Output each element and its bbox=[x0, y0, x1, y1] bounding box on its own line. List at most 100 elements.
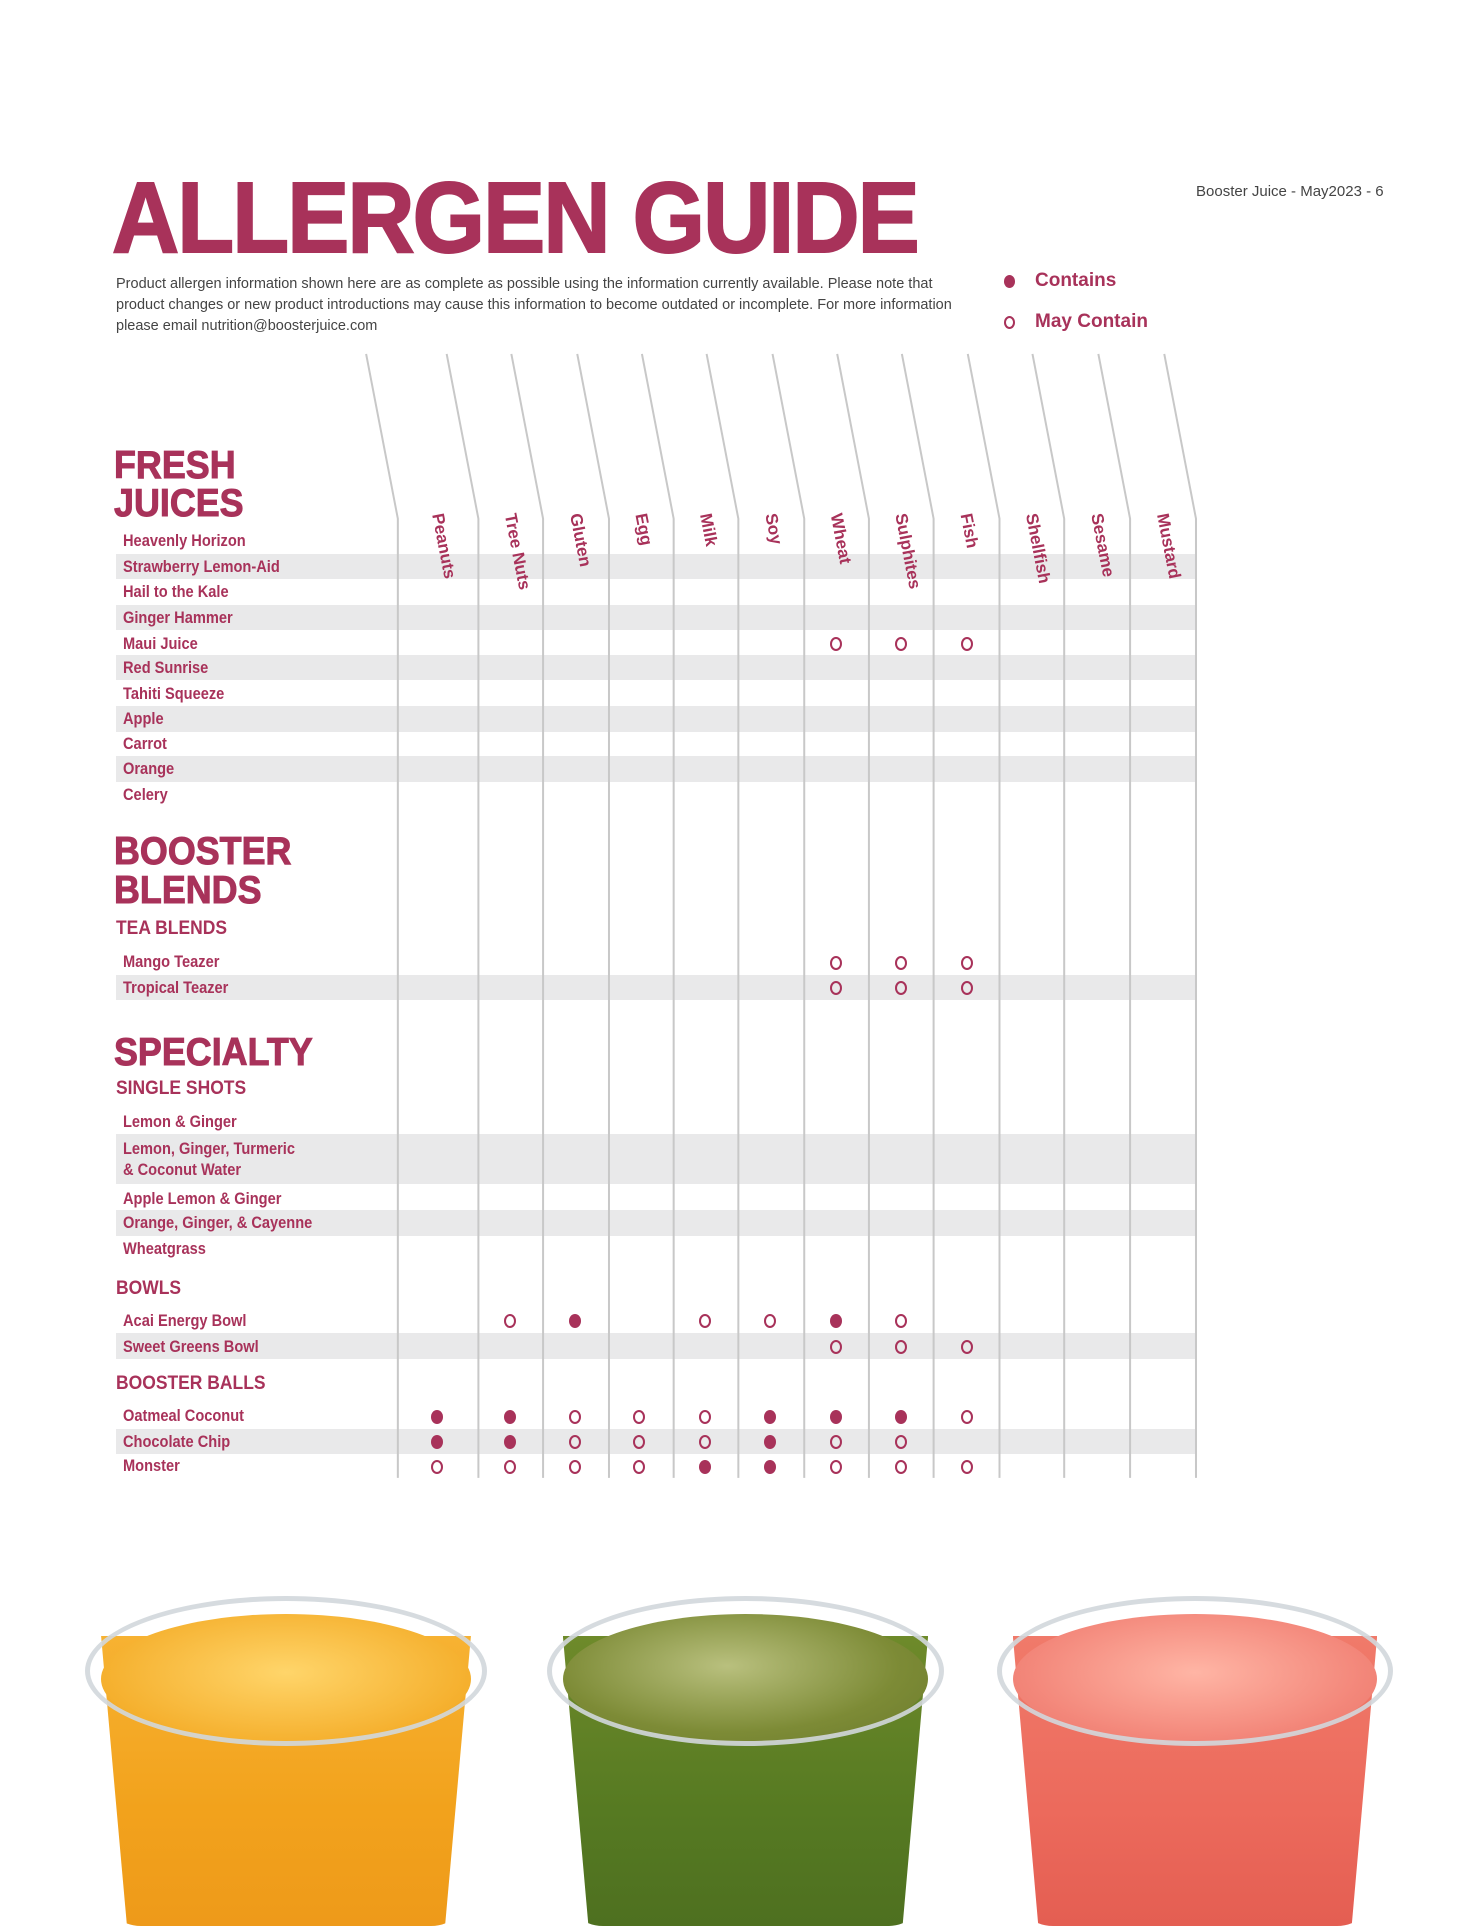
column-divider bbox=[836, 353, 870, 1478]
product-name-line: Celery bbox=[123, 784, 168, 804]
may-contain-dot-icon bbox=[894, 981, 907, 996]
allergen-header: Milk bbox=[696, 512, 721, 549]
filled-dot-icon bbox=[1004, 274, 1015, 288]
contains-dot-icon bbox=[504, 1435, 517, 1450]
may-contain-dot-icon bbox=[960, 981, 973, 996]
product-name-line: Apple bbox=[123, 709, 164, 729]
may-contain-dot-icon bbox=[699, 1314, 712, 1329]
column-divider bbox=[1031, 353, 1066, 1478]
may-contain-dot-icon bbox=[568, 1435, 581, 1450]
allergen-header: Soy bbox=[761, 512, 786, 547]
product-name-line: & Coconut Water bbox=[123, 1160, 242, 1180]
product-name-line: Tahiti Squeeze bbox=[123, 683, 225, 703]
green-smoothie-photo bbox=[547, 1596, 944, 1926]
product-name: Orange bbox=[123, 758, 174, 779]
may-contain-dot-icon bbox=[894, 1314, 907, 1329]
contains-dot-icon bbox=[764, 1409, 777, 1424]
product-name: Oatmeal Coconut bbox=[123, 1405, 244, 1426]
page-reference: Booster Juice - May2023 - 6 bbox=[1196, 183, 1384, 200]
subsection-heading: SINGLE SHOTS bbox=[116, 1077, 247, 1099]
may-contain-dot-icon bbox=[829, 981, 842, 996]
contains-dot-icon bbox=[829, 1409, 842, 1424]
row-shade bbox=[116, 1428, 1196, 1455]
legend-may-contain: May Contain bbox=[1004, 311, 1148, 333]
product-name-line: Acai Energy Bowl bbox=[123, 1310, 247, 1330]
may-contain-dot-icon bbox=[568, 1459, 581, 1474]
may-contain-dot-icon bbox=[633, 1435, 646, 1450]
column-divider bbox=[1163, 353, 1197, 1478]
subsection-heading: TEA BLENDS bbox=[116, 917, 228, 939]
product-name-line: Apple Lemon & Ginger bbox=[123, 1188, 282, 1208]
may-contain-dot-icon bbox=[504, 1459, 517, 1474]
allergen-header: Sesame bbox=[1087, 512, 1118, 579]
may-contain-dot-icon bbox=[960, 955, 973, 970]
subsection-heading: BOOSTER BALLS bbox=[116, 1373, 266, 1395]
row-shade bbox=[116, 974, 1196, 1001]
may-contain-dot-icon bbox=[960, 1459, 973, 1474]
may-contain-dot-icon bbox=[960, 637, 973, 652]
product-name: Tahiti Squeeze bbox=[123, 683, 224, 704]
may-contain-dot-icon bbox=[568, 1409, 581, 1424]
product-name: Carrot bbox=[123, 733, 167, 754]
may-contain-dot-icon bbox=[829, 1340, 842, 1355]
contains-dot-icon bbox=[430, 1409, 443, 1424]
may-contain-dot-icon bbox=[829, 1435, 842, 1450]
product-name-line: Carrot bbox=[123, 733, 167, 753]
may-contain-dot-icon bbox=[633, 1409, 646, 1424]
section-heading: SPECIALTY bbox=[114, 1031, 314, 1075]
legend-contains-label: Contains bbox=[1035, 270, 1117, 291]
product-name: Maui Juice bbox=[123, 633, 198, 654]
contains-dot-icon bbox=[430, 1435, 443, 1450]
subsection-heading: BOWLS bbox=[116, 1277, 182, 1299]
product-name-line: Maui Juice bbox=[123, 633, 198, 653]
product-name-line: Strawberry Lemon-Aid bbox=[123, 556, 280, 576]
allergen-header: Tree Nuts bbox=[501, 512, 534, 592]
product-name-line: Oatmeal Coconut bbox=[123, 1406, 245, 1426]
product-name-line: Lemon & Ginger bbox=[123, 1112, 237, 1132]
row-shade bbox=[116, 1134, 1196, 1185]
product-name-line: Orange bbox=[123, 759, 175, 779]
row-shade bbox=[116, 756, 1196, 782]
row-shade bbox=[116, 604, 1196, 631]
table-grid: Peanuts Tree Nuts Gluten Egg Milk Soy Wheat Sul… bbox=[365, 353, 1197, 1478]
product-name-line: Chocolate Chip bbox=[123, 1431, 231, 1451]
hollow-dot-icon bbox=[1004, 315, 1015, 329]
allergen-header: Fish bbox=[957, 512, 982, 550]
product-name: Orange, Ginger, & Cayenne bbox=[123, 1212, 312, 1233]
allergen-header: Shellfish bbox=[1022, 512, 1054, 585]
product-name: Apple Lemon & Ginger bbox=[123, 1188, 281, 1209]
product-name: Red Sunrise bbox=[123, 657, 208, 678]
product-name-line: Heavenly Horizon bbox=[123, 531, 246, 551]
product-name-line: Monster bbox=[123, 1456, 180, 1476]
product-name: Wheatgrass bbox=[123, 1238, 206, 1259]
product-name: Heavenly Horizon bbox=[123, 530, 246, 551]
may-contain-dot-icon bbox=[894, 1459, 907, 1474]
product-name-line: Red Sunrise bbox=[123, 658, 209, 678]
product-name-line: Orange, Ginger, & Cayenne bbox=[123, 1213, 313, 1233]
contains-dot-icon bbox=[504, 1409, 517, 1424]
contains-dot-icon bbox=[829, 1314, 842, 1329]
may-contain-dot-icon bbox=[699, 1435, 712, 1450]
column-divider bbox=[640, 353, 675, 1478]
orange-smoothie-photo bbox=[85, 1596, 487, 1926]
product-name-line: Ginger Hammer bbox=[123, 608, 233, 628]
allergen-header: Egg bbox=[631, 512, 656, 547]
allergen-header: Sulphites bbox=[891, 512, 924, 591]
product-name: Tropical Teazer bbox=[123, 977, 228, 998]
column-divider bbox=[365, 353, 399, 1478]
product-name: Lemon & Ginger bbox=[123, 1111, 237, 1132]
product-name: Hail to the Kale bbox=[123, 581, 229, 602]
column-divider bbox=[576, 353, 610, 1478]
contains-dot-icon bbox=[699, 1459, 712, 1474]
column-divider bbox=[705, 353, 740, 1478]
may-contain-dot-icon bbox=[960, 1409, 973, 1424]
legend-contains: Contains bbox=[1004, 270, 1116, 292]
may-contain-dot-icon bbox=[504, 1314, 517, 1329]
allergen-header: Gluten bbox=[566, 512, 595, 568]
page-title: ALLERGEN GUIDE bbox=[111, 162, 921, 274]
contains-dot-icon bbox=[764, 1459, 777, 1474]
legend-may-contain-label: May Contain bbox=[1035, 311, 1148, 332]
product-name-line: Lemon, Ginger, Turmeric bbox=[123, 1139, 295, 1159]
product-name: Chocolate Chip bbox=[123, 1431, 230, 1452]
product-name-line: Sweet Greens Bowl bbox=[123, 1336, 259, 1356]
